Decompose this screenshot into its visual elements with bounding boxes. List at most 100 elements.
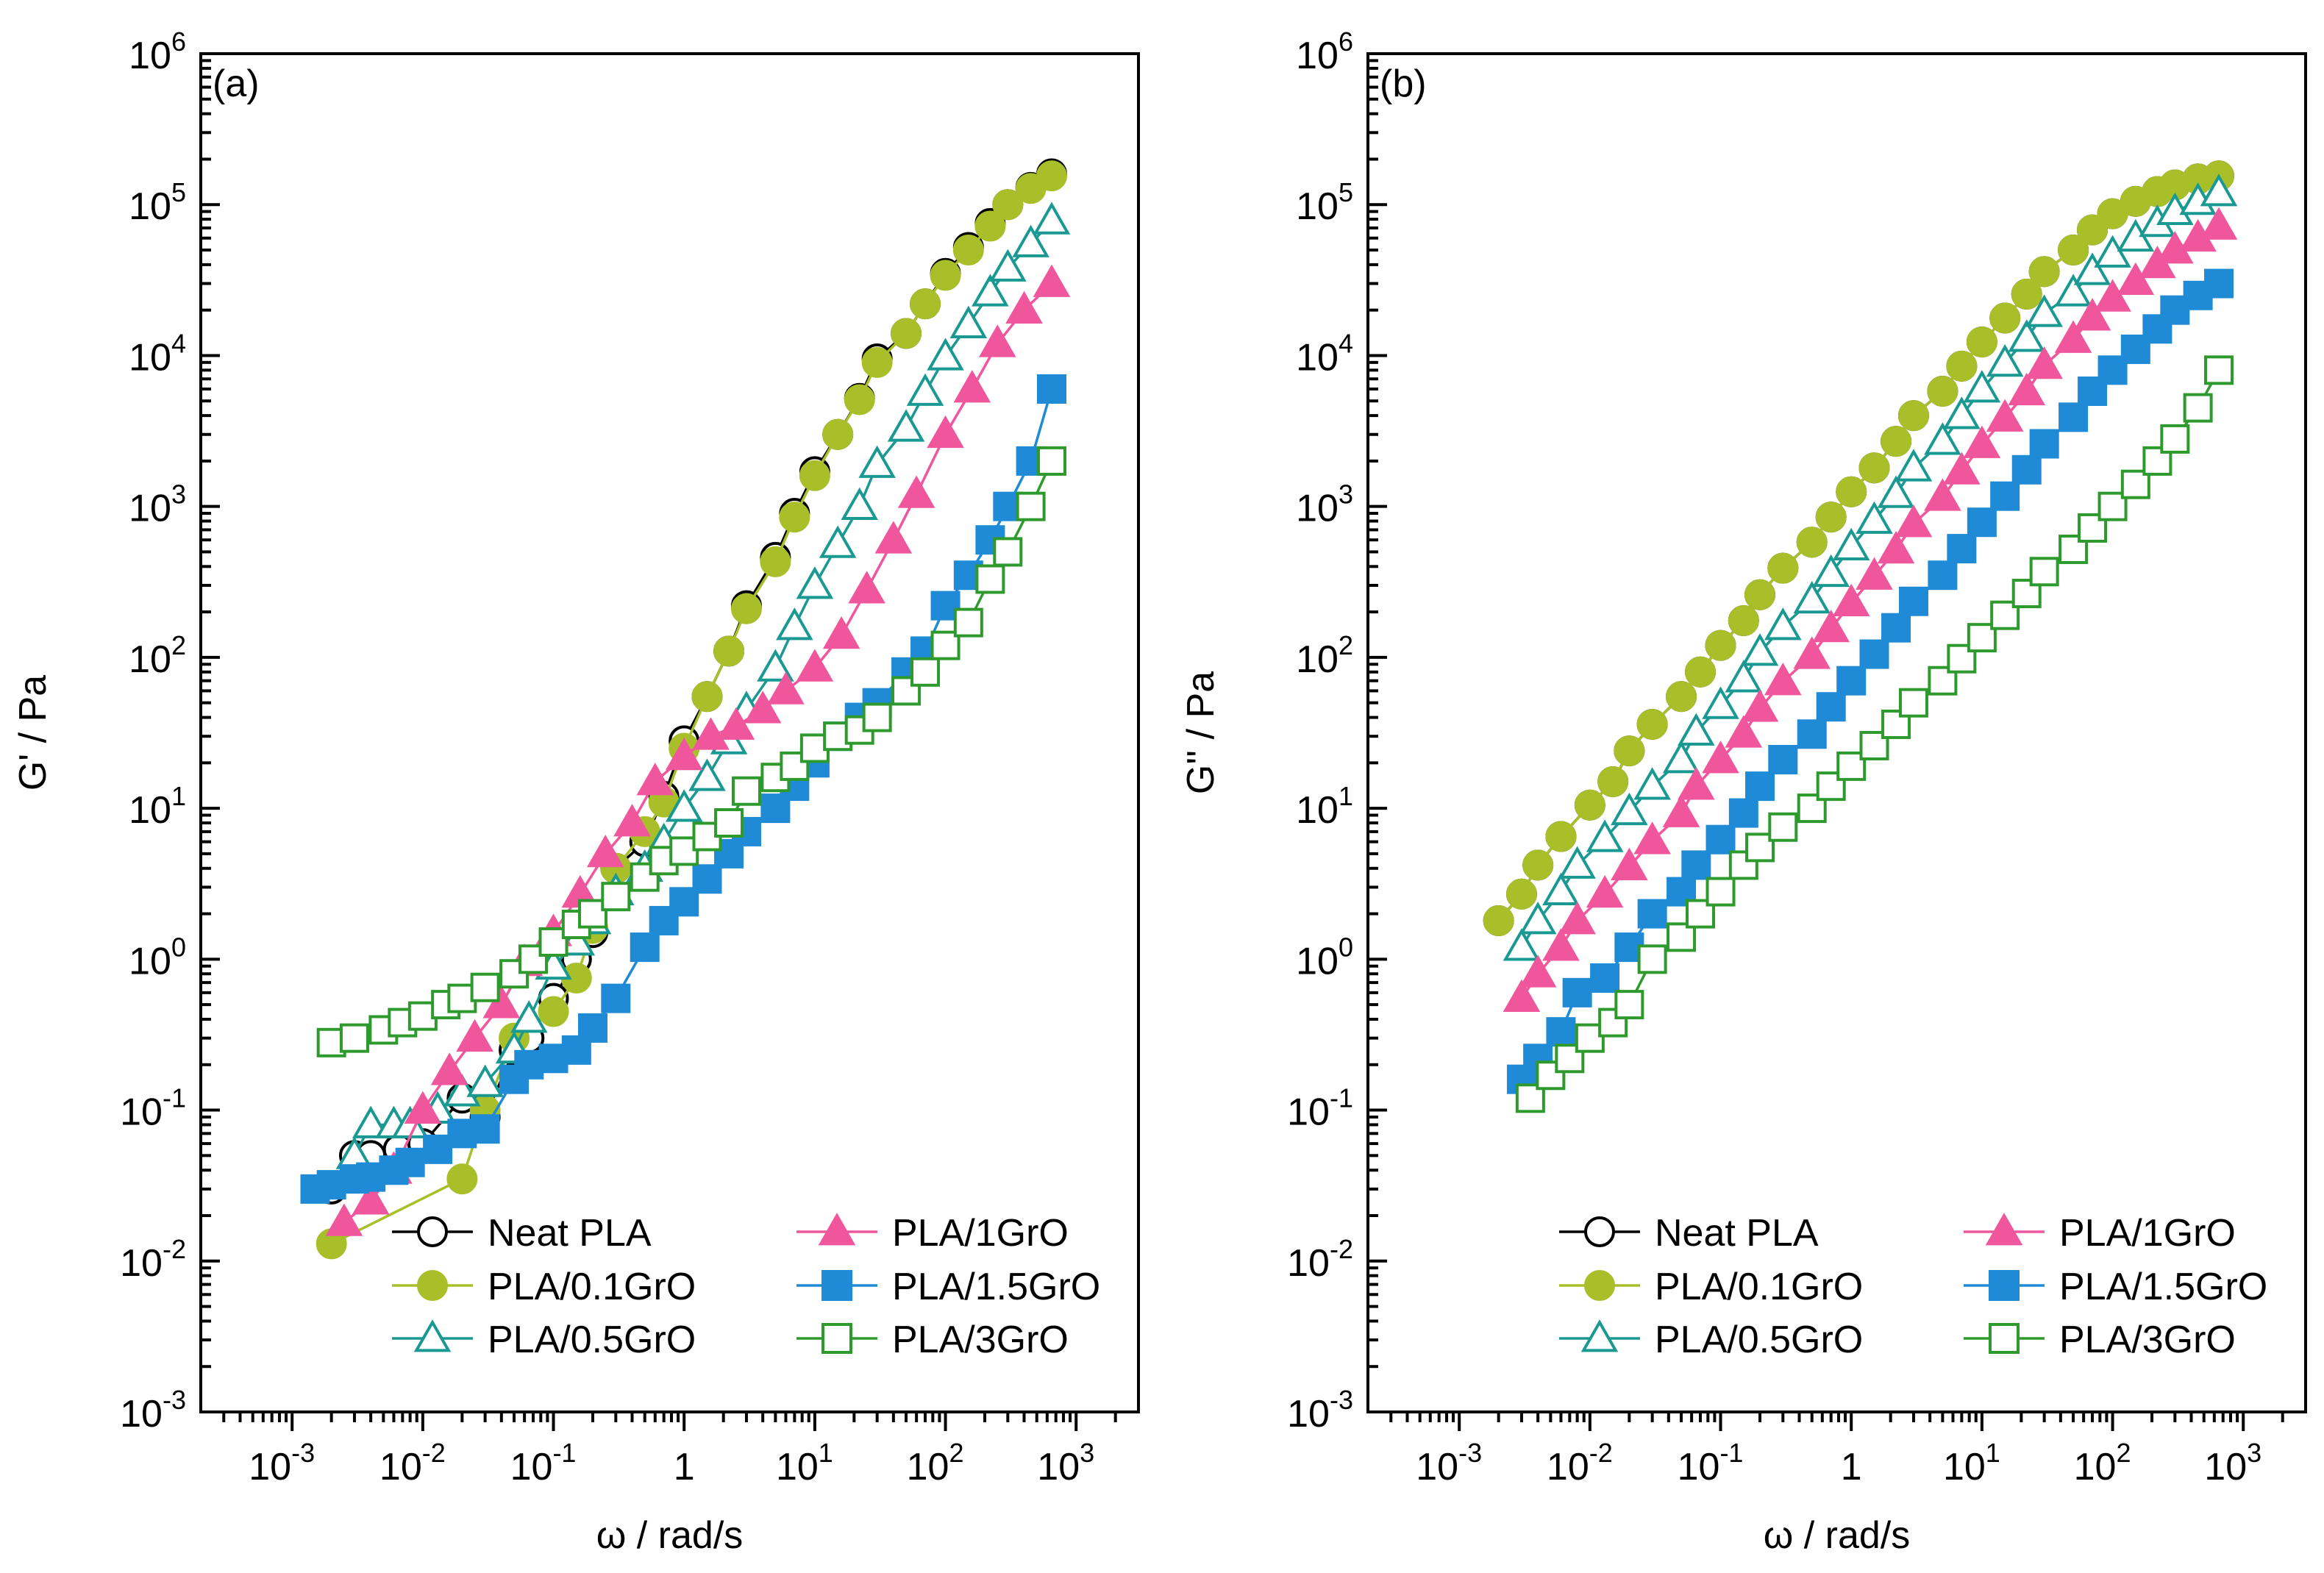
data-point	[1927, 375, 1958, 407]
y-tick-base: 10	[129, 789, 171, 832]
y-tick-label: 10-3	[1287, 1385, 1353, 1435]
legend-label: PLA/1GrO	[892, 1212, 1069, 1255]
data-point	[952, 235, 984, 266]
data-point	[1816, 692, 1846, 722]
data-point	[1728, 605, 1759, 637]
data-point	[510, 1000, 548, 1033]
data-point	[1881, 613, 1911, 643]
data-point	[975, 564, 1005, 594]
data-point	[978, 324, 1016, 357]
legend-marker	[417, 1270, 448, 1301]
x-axis-label: ω / rad/s	[596, 1514, 744, 1557]
y-tick-label: 100	[129, 932, 186, 982]
data-point	[578, 1013, 608, 1043]
data-point	[1586, 874, 1624, 908]
y-tick-exponent: 3	[171, 479, 186, 510]
legend-label: PLA/0.5GrO	[1655, 1319, 1863, 1361]
y-tick-exponent: 6	[1339, 26, 1353, 57]
data-point	[2011, 279, 2042, 310]
data-point	[1967, 507, 1997, 538]
data-point	[1764, 663, 1802, 696]
data-point	[1898, 688, 1928, 718]
data-point	[2008, 319, 2046, 352]
data-point	[906, 373, 944, 406]
data-point	[993, 537, 1023, 567]
x-tick-base: 10	[907, 1446, 949, 1488]
data-point	[1725, 660, 1763, 693]
x-tick-base: 10	[2204, 1446, 2247, 1488]
x-tick-label: 1	[674, 1446, 695, 1488]
data-point	[910, 288, 941, 320]
data-point	[1877, 530, 1915, 564]
x-tick-exponent: -3	[291, 1438, 315, 1468]
x-tick-label: 101	[1943, 1438, 2000, 1488]
data-point	[1744, 579, 1776, 610]
data-point	[1812, 609, 1850, 643]
data-point	[538, 996, 569, 1027]
legend-label: PLA/0.1GrO	[488, 1266, 696, 1308]
data-point	[1898, 586, 1928, 616]
data-point	[1989, 302, 2021, 334]
data-point	[325, 1203, 363, 1236]
legend-marker	[1985, 1213, 2023, 1246]
y-tick-label: 101	[1296, 781, 1353, 832]
y-tick-label: 10-1	[1287, 1083, 1353, 1134]
x-tick-base: 1	[1841, 1446, 1862, 1488]
y-tick-exponent: 4	[1339, 328, 1353, 358]
data-point	[470, 1114, 500, 1144]
data-point	[1611, 792, 1648, 826]
data-point	[858, 445, 896, 478]
data-point	[1768, 744, 1798, 774]
y-tick-label: 102	[1296, 630, 1353, 681]
data-point	[499, 959, 530, 989]
data-point	[949, 305, 988, 338]
data-point	[1990, 481, 2020, 511]
data-point	[1745, 771, 1775, 802]
y-tick-label: 103	[1296, 479, 1353, 530]
data-point	[1793, 636, 1831, 669]
data-point	[2203, 268, 2234, 299]
data-point	[714, 807, 744, 838]
data-point	[1036, 374, 1066, 404]
y-tick-exponent: -1	[163, 1083, 186, 1113]
x-axis-label: ω / rad/s	[1764, 1514, 1911, 1557]
data-point	[601, 983, 631, 1013]
data-point	[1666, 681, 1697, 713]
data-point	[1503, 979, 1541, 1013]
plot-frame	[199, 52, 1140, 1413]
x-tick-exponent: -3	[1458, 1438, 1482, 1468]
y-tick-exponent: -2	[1330, 1234, 1353, 1264]
data-point	[1793, 580, 1831, 614]
data-point	[841, 487, 879, 521]
legend-item: PLA/1GrO	[1964, 1212, 2236, 1255]
x-tick-base: 10	[776, 1446, 819, 1488]
legend-label: PLA/3GrO	[2059, 1319, 2236, 1361]
data-point	[2059, 402, 2089, 432]
x-tick-label: 10-1	[1678, 1438, 1744, 1488]
legend-item: PLA/1.5GrO	[796, 1266, 1100, 1308]
y-tick-base: 10	[1296, 789, 1339, 832]
y-tick-exponent: 6	[171, 26, 186, 57]
series-line	[1520, 224, 2220, 999]
y-axis-label: G'' / Pa	[1180, 671, 1222, 794]
x-tick-exponent: -1	[552, 1438, 576, 1468]
y-tick-label: 103	[129, 479, 186, 530]
data-point	[1895, 504, 1933, 538]
x-tick-label: 101	[776, 1438, 833, 1488]
data-point	[1505, 878, 1537, 910]
y-tick-base: 10	[1296, 488, 1339, 530]
x-tick-exponent: 3	[2247, 1438, 2261, 1468]
data-point	[2183, 393, 2213, 423]
data-point	[1725, 715, 1763, 748]
data-point	[1555, 1044, 1585, 1074]
y-tick-base: 10	[120, 1091, 163, 1134]
data-point	[2200, 174, 2238, 207]
data-point	[1519, 955, 1557, 988]
data-point	[1519, 902, 1557, 935]
y-tick-base: 10	[1296, 638, 1339, 681]
data-point	[1764, 607, 1802, 641]
x-tick-exponent: 2	[2116, 1438, 2131, 1468]
data-point	[2029, 429, 2059, 459]
